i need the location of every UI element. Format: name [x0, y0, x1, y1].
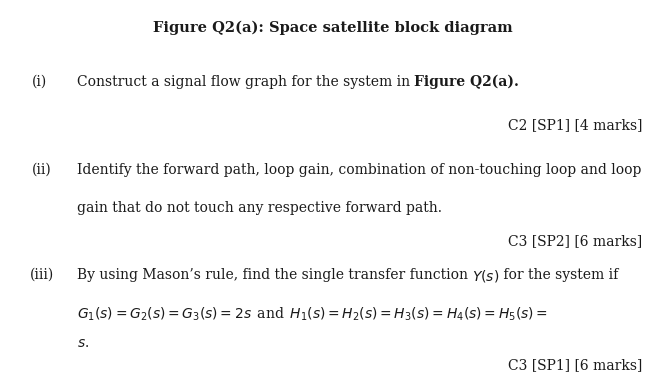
Text: By using Mason’s rule, find the single transfer function: By using Mason’s rule, find the single t…	[77, 268, 472, 282]
Text: Identify the forward path, loop gain, combination of non-touching loop and loop: Identify the forward path, loop gain, co…	[77, 163, 641, 177]
Text: C3 [SP2] [6 marks]: C3 [SP2] [6 marks]	[508, 234, 643, 248]
Text: (i): (i)	[32, 75, 47, 89]
Text: $G_1(s) = G_2(s) = G_3(s) = 2s\,$ and $\,H_1(s) = H_2(s) = H_3(s) = H_4(s) = H_5: $G_1(s) = G_2(s) = G_3(s) = 2s\,$ and $\…	[77, 306, 547, 323]
Text: (iii): (iii)	[30, 268, 54, 282]
Text: Figure Q2(a).: Figure Q2(a).	[414, 75, 519, 89]
Text: gain that do not touch any respective forward path.: gain that do not touch any respective fo…	[77, 201, 442, 214]
Text: Figure Q2(a): Space satellite block diagram: Figure Q2(a): Space satellite block diag…	[153, 21, 513, 35]
Text: C3 [SP1] [6 marks]: C3 [SP1] [6 marks]	[508, 358, 643, 372]
Text: $s$.: $s$.	[77, 336, 89, 350]
Text: for the system if: for the system if	[500, 268, 619, 282]
Text: C2 [SP1] [4 marks]: C2 [SP1] [4 marks]	[508, 118, 643, 132]
Text: $Y(s)$: $Y(s)$	[472, 268, 500, 284]
Text: Construct a signal flow graph for the system in: Construct a signal flow graph for the sy…	[77, 75, 414, 89]
Text: (ii): (ii)	[32, 163, 52, 177]
